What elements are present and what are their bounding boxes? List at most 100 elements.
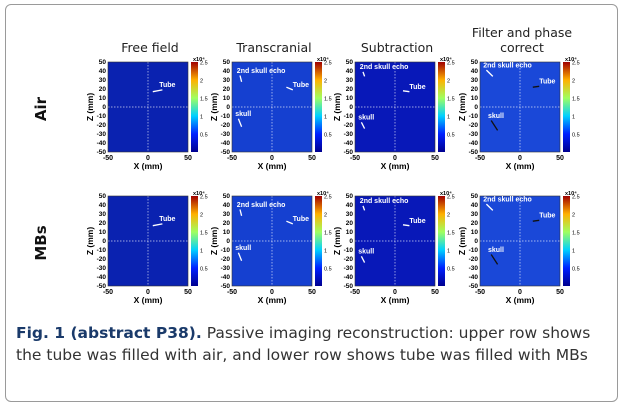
colorbar-tick-label: 1.5 xyxy=(324,97,332,103)
x-tick-label: 50 xyxy=(431,155,439,162)
page: Free field Transcranial Subtraction Filt… xyxy=(0,0,625,409)
annotation: 2nd skull echo xyxy=(237,202,286,209)
colorbar-multiplier: x10⁴ xyxy=(565,191,577,197)
annotation: skull xyxy=(358,115,374,122)
y-tick-label: -30 xyxy=(469,265,479,272)
colorbar-tick-label: 1.5 xyxy=(447,97,455,103)
colorbar xyxy=(563,62,570,152)
annotation: Tube xyxy=(159,82,175,89)
y-tick-label: -10 xyxy=(97,113,107,120)
y-tick-label: -20 xyxy=(469,256,479,263)
y-tick-label: 50 xyxy=(346,59,354,66)
y-tick-label: 20 xyxy=(223,86,231,93)
colorbar-tick-label: 2 xyxy=(324,213,327,219)
colorbar-tick-label: 1.5 xyxy=(200,97,208,103)
y-tick-label: 30 xyxy=(99,211,107,218)
colorbar-multiplier: x10⁴ xyxy=(317,191,329,197)
y-tick-label: 50 xyxy=(99,59,107,66)
annotation: Tube xyxy=(293,216,309,223)
annotation-arrow xyxy=(533,220,539,221)
y-tick-label: 30 xyxy=(223,77,231,84)
colorbar-tick-label: 0.5 xyxy=(324,267,332,273)
y-tick-label: -40 xyxy=(221,140,231,147)
colorbar-tick-label: 1.5 xyxy=(572,97,580,103)
colorbar-tick-label: 0.5 xyxy=(447,267,455,273)
colorbar-tick-label: 1 xyxy=(200,115,203,121)
y-tick-label: 50 xyxy=(223,59,231,66)
x-axis-label: X (mm) xyxy=(381,295,410,305)
x-axis-label: X (mm) xyxy=(258,161,287,171)
y-axis-label: Z (mm) xyxy=(332,227,342,256)
y-tick-label: 0 xyxy=(226,104,230,111)
annotation: Tube xyxy=(409,84,425,91)
annotation: 2nd skull echo xyxy=(483,196,532,203)
y-axis-label: Z (mm) xyxy=(85,227,95,256)
y-tick-label: 10 xyxy=(471,229,479,236)
y-tick-label: 50 xyxy=(346,193,354,200)
y-tick-label: 40 xyxy=(471,68,479,75)
annotation: Tube xyxy=(409,218,425,225)
y-tick-label: 0 xyxy=(474,238,478,245)
y-tick-label: -30 xyxy=(221,131,231,138)
y-tick-label: 50 xyxy=(99,193,107,200)
y-tick-label: -40 xyxy=(469,274,479,281)
colorbar-tick-label: 2 xyxy=(200,79,203,85)
annotation: skull xyxy=(488,113,504,120)
y-tick-label: 30 xyxy=(99,77,107,84)
x-axis-label: X (mm) xyxy=(134,161,163,171)
annotation: 2nd skull echo xyxy=(483,62,532,69)
y-tick-label: 30 xyxy=(346,211,354,218)
y-tick-label: 10 xyxy=(346,95,354,102)
y-tick-label: -40 xyxy=(97,140,107,147)
y-tick-label: 0 xyxy=(102,104,106,111)
colorbar-tick-label: 1 xyxy=(572,249,575,255)
y-tick-label: 10 xyxy=(471,95,479,102)
y-tick-label: 30 xyxy=(223,211,231,218)
colorbar-tick-label: 0.5 xyxy=(324,133,332,139)
x-tick-label: -50 xyxy=(227,289,237,296)
x-tick-label: -50 xyxy=(103,155,113,162)
y-tick-label: 10 xyxy=(346,229,354,236)
x-tick-label: -50 xyxy=(475,289,485,296)
y-tick-label: 0 xyxy=(102,238,106,245)
y-tick-label: 50 xyxy=(471,59,479,66)
y-tick-label: -20 xyxy=(344,122,354,129)
y-tick-label: -30 xyxy=(344,131,354,138)
y-tick-label: -10 xyxy=(344,247,354,254)
y-tick-label: -40 xyxy=(469,140,479,147)
y-tick-label: 0 xyxy=(349,104,353,111)
annotation: Tube xyxy=(539,79,555,86)
colorbar-tick-label: 1.5 xyxy=(447,231,455,237)
colorbar-multiplier: x10⁴ xyxy=(440,57,452,63)
colorbar-multiplier: x10⁴ xyxy=(193,191,205,197)
x-tick-label: 50 xyxy=(184,155,192,162)
y-tick-label: -20 xyxy=(221,122,231,129)
y-axis-label: Z (mm) xyxy=(209,227,219,256)
x-tick-label: 50 xyxy=(556,289,564,296)
y-tick-label: 50 xyxy=(223,193,231,200)
y-tick-label: 10 xyxy=(99,95,107,102)
y-tick-label: 40 xyxy=(223,202,231,209)
y-tick-label: 40 xyxy=(346,202,354,209)
colorbar-tick-label: 2 xyxy=(572,79,575,85)
colorbar xyxy=(315,196,322,286)
x-axis-label: X (mm) xyxy=(506,161,535,171)
annotation: 2nd skull echo xyxy=(360,198,409,205)
x-tick-label: 50 xyxy=(184,289,192,296)
colorbar xyxy=(315,62,322,152)
x-tick-label: 50 xyxy=(556,155,564,162)
y-tick-label: 20 xyxy=(471,86,479,93)
x-tick-label: -50 xyxy=(350,289,360,296)
colorbar-multiplier: x10⁴ xyxy=(193,57,205,63)
colorbar-tick-label: 1.5 xyxy=(324,231,332,237)
y-tick-label: -20 xyxy=(469,122,479,129)
y-tick-label: -30 xyxy=(344,265,354,272)
y-axis-label: Z (mm) xyxy=(209,93,219,122)
annotation: 2nd skull echo xyxy=(360,64,409,71)
image-panel: 50403020100-10-20-30-40-50-50050X (mm)Z … xyxy=(85,191,208,305)
x-tick-label: -50 xyxy=(350,155,360,162)
y-tick-label: 0 xyxy=(349,238,353,245)
annotation: skull xyxy=(488,247,504,254)
